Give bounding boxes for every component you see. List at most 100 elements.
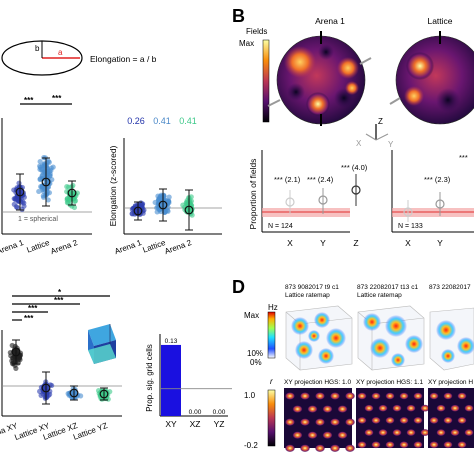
autocorr-peak [337,405,348,413]
axis-label-y: Y [388,140,394,149]
data-point [78,393,84,399]
elong-value-lattice: 0.41 [153,116,171,126]
autocorr-peak [406,428,416,437]
prop-ann-z: *** (4.0) [341,163,368,172]
autocorr-peak [378,404,388,412]
data-point [160,192,167,198]
lattice-xz-scatter [65,385,84,401]
data-point [39,173,45,179]
autocorr-peak [464,428,474,437]
mean-marker [15,187,25,197]
autocorr-peak [429,392,439,400]
autocorr-peak [443,441,453,449]
autocorr-peak [420,404,430,412]
autocorr-peak [436,428,446,437]
autocorr-map-2 [356,388,430,449]
data-point [49,382,55,389]
autocorr-peak [292,431,303,440]
lattice-xy-scatter [37,371,55,405]
autocorr-peak [399,441,409,449]
hz-max-label: Max [244,311,259,320]
cell1-id: 873 9082017 t9 c1 [285,284,339,291]
bar-value-label: 0.13 [165,338,178,345]
arena2-scatter [64,180,80,211]
mean-marker [67,188,77,198]
cube-icon [88,324,116,364]
prop-ann-z-lattice: *** [459,153,468,162]
mean-marker [99,389,109,399]
autocorr-peak [292,405,303,413]
data-point [184,201,190,207]
lattice-field-sphere: Lattice [389,16,474,125]
bar-xtick: XY [165,419,177,429]
spherical-note: 1 = spherical [18,216,58,223]
autocorr-peak [357,392,367,400]
proj1-caption: XY projection HGS: 1.0 [284,379,351,386]
data-point [70,182,76,189]
sig-stars-c2: *** [54,296,64,305]
autocorr-peak [344,444,356,453]
autocorr-peak [307,405,318,413]
prop-xtick-y: Y [320,238,326,248]
autocorr-peak [457,441,467,449]
autocorr-peak [413,416,423,424]
lattice-yz-scatter [95,387,113,402]
autocorr-peak [314,444,326,453]
data-point [13,365,19,371]
autocorr-peak [329,392,341,400]
autocorr-peak [371,441,381,449]
cell2-id: 873 22082017 t13 c1 [357,284,418,291]
bar-xtick: XZ [190,419,201,429]
data-point [72,198,79,204]
arena1-title: Arena 1 [315,16,345,26]
data-point [37,158,43,165]
autocorr-peak [399,392,409,400]
elong-value-arena2: 0.41 [179,116,197,126]
bar-value-label: 0.00 [213,409,226,416]
xtick-r-arena2: Arena 2 [163,238,193,256]
autocorr-peak [436,404,446,412]
data-point [14,205,20,211]
xtick-c-lattice-yz: Lattice YZ [72,421,109,442]
arena1-scatter [11,173,27,212]
autocorr-peak [344,418,356,426]
autocorr-peak [314,418,326,426]
data-point [152,199,158,206]
autocorr-peak [406,404,416,412]
sig-stars-c3: *** [28,304,38,313]
autocorr-peak [364,428,374,437]
autocorr-peak [284,392,296,400]
prop-n-right: N = 133 [398,223,423,230]
autocorr-peak [413,441,423,449]
panel-label-d: D [232,277,245,297]
ratemap-cell2: 873 22082017 t13 c1 Lattice ratemap [357,284,425,371]
autocorr-peak [464,404,474,412]
autocorr-peak [307,431,318,440]
xtick-r-lattice: Lattice [142,238,168,255]
mean-marker [41,177,51,187]
autocorr-peak [443,416,453,424]
pct0-label: 0% [250,358,262,367]
sig-stars-1: *** [24,96,34,105]
autocorr-peak [457,392,467,400]
data-point [46,159,52,165]
fields-label: Fields [246,27,267,36]
arena-xy-scatter [7,339,24,371]
proportion-ylabel: Proportion of fields [248,159,258,230]
panel-c-plot: * *** *** *** Arena XY Lattice XY Lattic… [0,288,122,442]
arena1-field-sphere: Arena 1 [267,16,372,126]
autocorr-peak [344,392,356,400]
autocorr-peak [420,428,430,437]
bar-xtick: YZ [214,419,225,429]
sig-stars-c4: *** [24,314,34,323]
elongation-ylabel: Elongation (z-scored) [108,145,118,226]
bar-value-label: 0.00 [189,409,202,416]
autocorr-peak [378,428,388,437]
prop-point-x-lattice [403,200,413,222]
autocorr-peak [314,392,326,400]
ellipse-label-a: a [58,48,63,57]
sig-stars-2: *** [52,94,62,103]
data-point [9,342,15,349]
autocorr-peak [392,428,402,437]
panel-a-right-plot: Elongation (z-scored) 0.26 0.41 0.41 Are… [108,116,222,256]
